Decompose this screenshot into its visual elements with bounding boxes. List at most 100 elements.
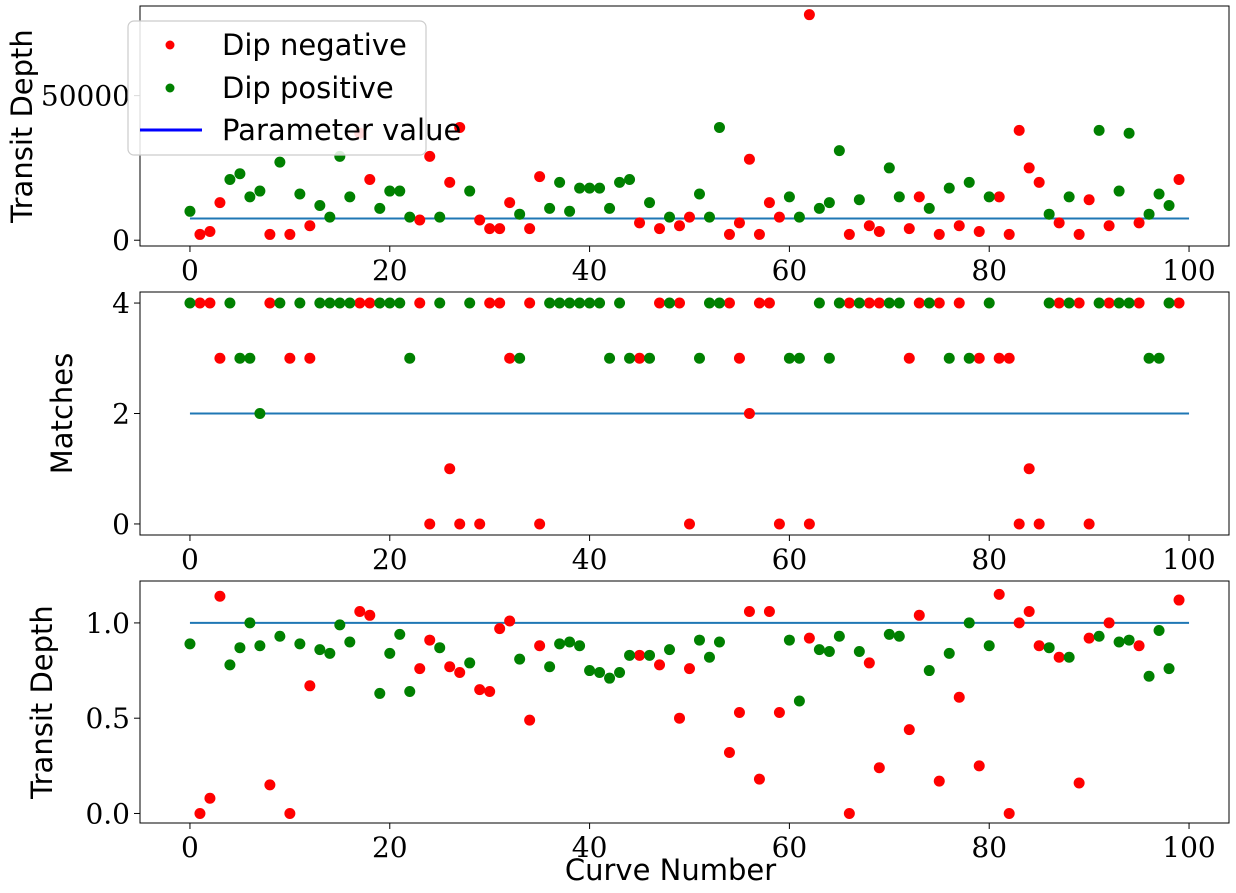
point-positive <box>594 182 606 194</box>
point-negative <box>1053 651 1065 663</box>
point-negative <box>933 775 945 787</box>
point-positive <box>1113 185 1125 197</box>
point-negative <box>1073 297 1085 309</box>
legend-label-positive: Dip positive <box>222 71 394 105</box>
point-positive <box>793 695 805 707</box>
point-negative <box>993 352 1005 364</box>
x-tick-label: 80 <box>971 543 1007 576</box>
point-negative <box>953 220 965 232</box>
point-negative <box>284 352 296 364</box>
point-negative <box>214 590 226 602</box>
point-negative <box>504 197 516 209</box>
point-positive <box>813 644 825 656</box>
point-positive <box>664 211 676 223</box>
y-tick-label: 0 <box>112 224 130 257</box>
point-positive <box>983 297 995 309</box>
point-negative <box>484 686 496 698</box>
point-negative <box>913 191 925 203</box>
point-negative <box>903 352 915 364</box>
point-positive <box>374 687 386 699</box>
point-positive <box>374 297 386 309</box>
point-positive <box>833 297 845 309</box>
point-positive <box>1153 188 1165 200</box>
point-positive <box>404 686 416 698</box>
subplot-3: 0 20 40 60 80 100 0.0 0.5 1.0 Transit Depth Curve … <box>25 580 1230 887</box>
x-tick-label: 0 <box>181 831 199 864</box>
point-negative <box>843 297 855 309</box>
point-positive <box>314 644 326 656</box>
legend-label-negative: Dip negative <box>222 28 407 62</box>
point-positive <box>693 188 705 200</box>
point-positive <box>833 630 845 642</box>
point-negative <box>654 297 666 309</box>
x-tick-label: 0 <box>181 254 199 287</box>
point-negative <box>1073 777 1085 789</box>
point-negative <box>414 663 426 675</box>
point-positive <box>544 202 556 214</box>
point-positive <box>464 185 476 197</box>
point-positive <box>574 640 586 652</box>
point-positive <box>334 619 346 631</box>
point-negative <box>683 211 695 223</box>
point-negative <box>474 518 486 530</box>
point-positive <box>1043 642 1055 654</box>
point-positive <box>713 636 725 648</box>
y-tick-label: 2 <box>112 398 130 431</box>
point-positive <box>184 205 196 217</box>
point-positive <box>294 188 306 200</box>
point-negative <box>1133 640 1145 652</box>
point-negative <box>364 173 376 185</box>
point-positive <box>624 352 636 364</box>
point-negative <box>634 649 646 661</box>
point-negative <box>973 760 985 772</box>
point-negative <box>1103 297 1115 309</box>
point-negative <box>194 807 206 819</box>
x-tick-label: 40 <box>572 543 608 576</box>
point-negative <box>194 297 206 309</box>
point-positive <box>394 185 406 197</box>
point-negative <box>424 150 436 162</box>
point-negative <box>214 352 226 364</box>
point-positive <box>394 297 406 309</box>
point-positive <box>1163 663 1175 675</box>
point-positive <box>594 666 606 678</box>
point-positive <box>574 297 586 309</box>
x-tick-label: 40 <box>572 254 608 287</box>
point-negative <box>264 228 276 240</box>
point-positive <box>614 666 626 678</box>
point-positive <box>703 651 715 663</box>
x-tick-label: 100 <box>1162 543 1215 576</box>
point-positive <box>564 636 576 648</box>
point-negative <box>474 684 486 696</box>
point-positive <box>1043 297 1055 309</box>
point-negative <box>454 121 466 133</box>
point-positive <box>224 659 236 671</box>
point-negative <box>424 518 436 530</box>
point-positive <box>1063 191 1075 203</box>
point-positive <box>1123 634 1135 646</box>
point-negative <box>1133 297 1145 309</box>
x-tick-label: 60 <box>772 254 808 287</box>
point-positive <box>274 156 286 168</box>
point-negative <box>414 214 426 226</box>
point-negative <box>933 297 945 309</box>
point-positive <box>244 191 256 203</box>
point-positive <box>1163 297 1175 309</box>
point-negative <box>494 623 506 635</box>
legend-marker-positive <box>165 83 175 93</box>
point-negative <box>204 226 216 238</box>
point-positive <box>254 185 266 197</box>
point-negative <box>763 197 775 209</box>
point-positive <box>1153 625 1165 637</box>
x-tick-label: 20 <box>372 831 408 864</box>
point-positive <box>624 173 636 185</box>
point-negative <box>364 297 376 309</box>
point-positive <box>1123 127 1135 139</box>
point-positive <box>713 297 725 309</box>
point-positive <box>344 191 356 203</box>
point-negative <box>304 352 316 364</box>
y-tick-label: 4 <box>112 287 130 320</box>
point-negative <box>264 297 276 309</box>
point-negative <box>913 609 925 621</box>
